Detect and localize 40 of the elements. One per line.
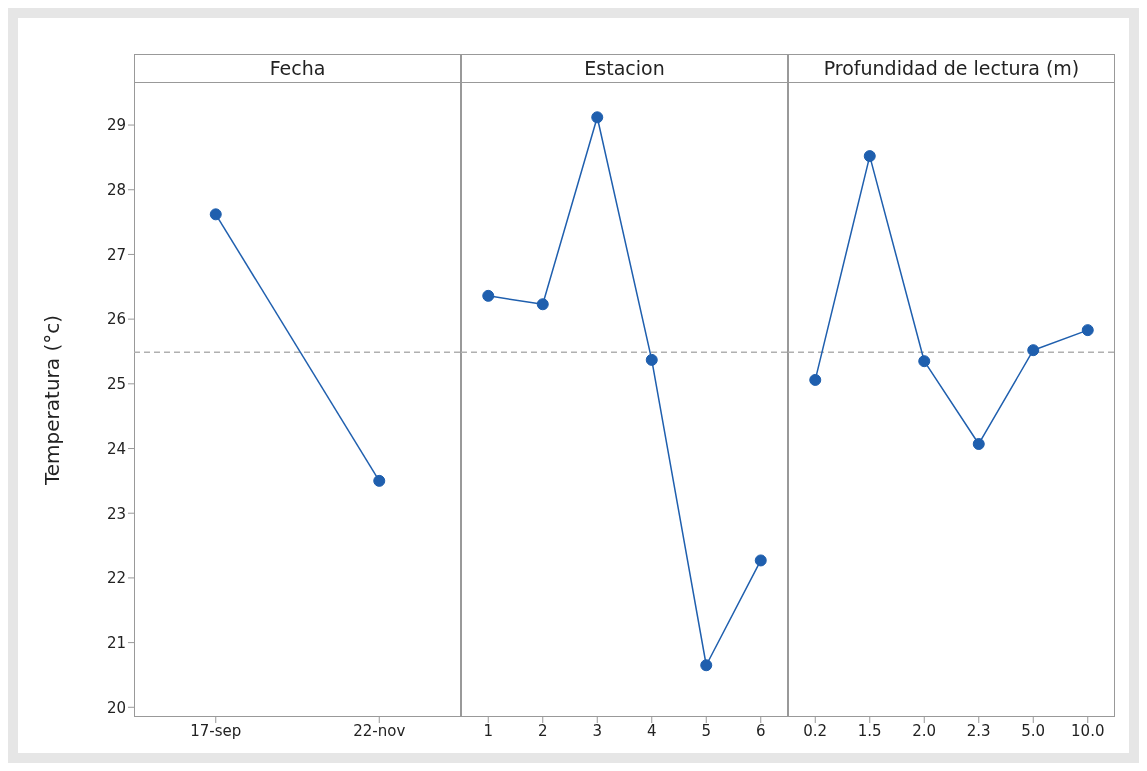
x-tick-label: 22-nov	[353, 721, 406, 740]
point	[1027, 344, 1040, 357]
x-tick-label: 17-sep	[190, 721, 242, 740]
y-tick-label: 22	[106, 569, 126, 588]
y-tick-label: 23	[106, 504, 126, 523]
y-tick-label: 21	[106, 633, 126, 652]
point	[809, 373, 822, 386]
y-tick-label: 29	[106, 116, 126, 135]
x-tick-label: 5.0	[1021, 721, 1046, 740]
x-tick-label: 2.0	[912, 721, 937, 740]
x-tick-label: 1	[483, 721, 494, 740]
x-tick-label: 0.2	[803, 721, 828, 740]
x-tick-label: 4	[646, 721, 657, 740]
point	[645, 353, 658, 366]
chart-title: Estacion	[461, 54, 788, 83]
point	[536, 298, 549, 311]
chart-title: Profundidad de lectura (m)	[788, 54, 1115, 83]
x-tick-label: 2.3	[966, 721, 991, 740]
point	[972, 437, 985, 450]
y-tick-label: 26	[106, 310, 126, 329]
y-tick-label: 28	[106, 181, 126, 200]
x-tick-label: 1.5	[857, 721, 882, 740]
x-tick-label: 2	[537, 721, 548, 740]
point	[482, 289, 495, 302]
point	[1081, 324, 1094, 337]
y-tick-label: 24	[106, 439, 126, 458]
x-tick-label: 3	[592, 721, 603, 740]
point	[700, 659, 713, 672]
x-tick-label: 6	[755, 721, 766, 740]
x-tick-label: 5	[701, 721, 712, 740]
y-tick-label: 27	[106, 245, 126, 264]
x-tick-label: 10.0	[1071, 721, 1105, 740]
y-tick-label: 25	[106, 375, 126, 394]
point	[754, 554, 767, 567]
y-axis-title: Temperatura (°c)	[40, 314, 65, 487]
y-tick-label: 20	[106, 698, 126, 717]
point	[591, 111, 604, 124]
point	[918, 355, 931, 368]
chart-title: Fecha	[134, 54, 461, 83]
point	[863, 150, 876, 163]
